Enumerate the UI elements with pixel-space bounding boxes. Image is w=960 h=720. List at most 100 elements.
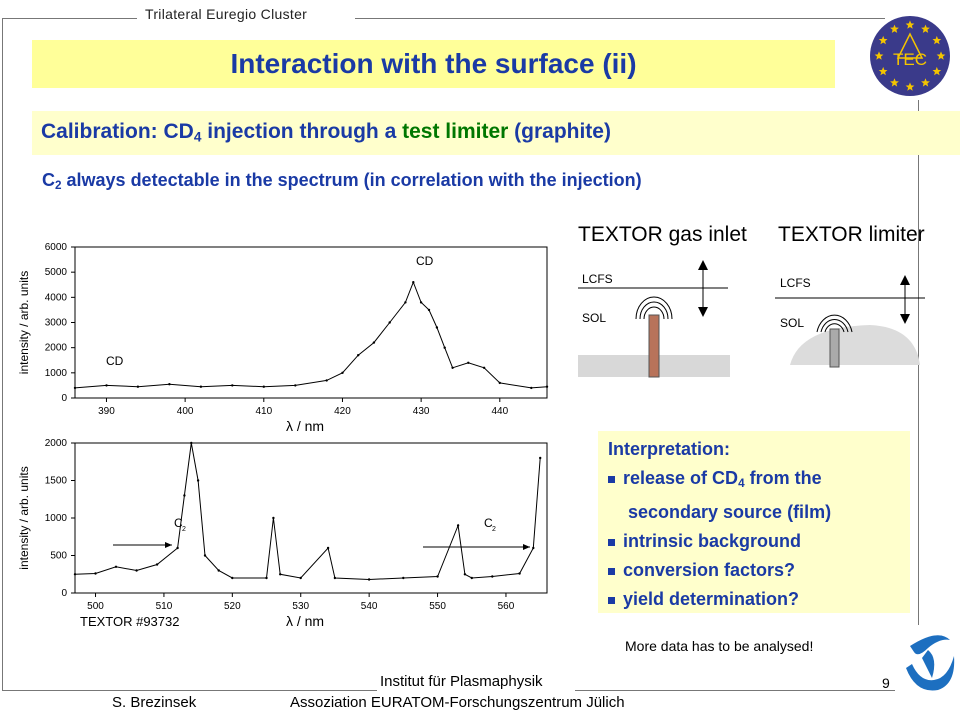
logo-star (890, 78, 899, 87)
title-bar: Interaction with the surface (ii) (32, 40, 835, 88)
y-tick-label: 6000 (45, 242, 68, 253)
fzj-logo-bottom (906, 656, 955, 691)
interpretation-list: release of CD4 from the secondary source… (608, 464, 831, 614)
x-tick-label: 550 (429, 601, 446, 612)
y-tick-label: 2000 (45, 343, 68, 354)
annotation-subscript: 2 (492, 526, 496, 533)
data-point (530, 386, 533, 390)
fzj-logo-middle (922, 650, 935, 678)
annotation-label: C (484, 516, 493, 530)
limiter-title: TEXTOR limiter (778, 223, 925, 246)
more-data-note: More data has to be analysed! (625, 638, 814, 654)
limiter-tube (829, 328, 840, 368)
annotation-subscript: 2 (182, 526, 186, 533)
subtitle-suffix: (graphite) (508, 120, 611, 143)
interpretation-box: Interpretation: release of CD4 from the … (598, 431, 910, 613)
frame-line-bottom-right (575, 690, 895, 691)
logo-triangle (896, 32, 924, 59)
data-point (73, 573, 77, 576)
logo-stars (874, 20, 946, 91)
y-tick-label: 1500 (45, 476, 68, 487)
annotation-arrowhead (523, 544, 530, 550)
fzj-logo (906, 635, 955, 691)
frame-line-bottom-left (2, 690, 377, 691)
y-tick-label: 2000 (45, 438, 68, 449)
data-point (155, 563, 159, 566)
gas-inlet-title: TEXTOR gas inlet (578, 223, 747, 246)
data-point (372, 341, 376, 344)
data-point (265, 576, 268, 580)
item1-suffix: from the (744, 468, 822, 488)
bullet-icon (608, 567, 615, 575)
data-point (217, 569, 220, 572)
logo-star (878, 66, 888, 76)
x-tick-label: 430 (413, 406, 430, 417)
interpretation-item-continuation: secondary source (film) (628, 501, 832, 522)
logo-star (905, 82, 915, 91)
item3: conversion factors? (623, 559, 796, 580)
gas-inlet-lcfs: LCFS (582, 272, 613, 286)
limiter-plume (816, 314, 853, 333)
interpretation-item: release of CD4 from the (608, 464, 831, 498)
subtitle: Calibration: CD4 injection through a tes… (41, 120, 611, 144)
frame-line-left (2, 18, 3, 690)
gas-inlet-sol: SOL (582, 311, 606, 325)
chart-frame (74, 246, 548, 399)
spectrum-line (74, 280, 548, 389)
logo-star (890, 24, 899, 33)
data-point (402, 576, 405, 580)
data-point (326, 546, 330, 550)
y-tick-label: 1000 (45, 368, 68, 379)
chart-frame (74, 442, 548, 594)
data-point (367, 578, 371, 581)
logo-star (932, 66, 942, 76)
logo-star (905, 20, 915, 29)
gas-inlet-plume (635, 296, 673, 320)
data-point (262, 385, 265, 388)
logo-text: TEC (893, 50, 927, 69)
data-point (190, 441, 193, 445)
data-point (419, 301, 423, 304)
annotation-label: CD (416, 254, 434, 268)
data-point (279, 573, 282, 576)
data-point (168, 383, 171, 386)
data-point (183, 494, 186, 497)
data-point (518, 572, 521, 575)
data-point (325, 379, 328, 382)
x-tick-label: 410 (255, 406, 272, 417)
y-tick-label: 5000 (45, 267, 68, 278)
data-point (203, 554, 207, 557)
interpretation-item: yield determination? (608, 585, 831, 614)
cluster-label: Trilateral Euregio Cluster (145, 6, 308, 22)
data-point (427, 308, 431, 312)
data-point (299, 576, 302, 580)
x-tick-label: 540 (361, 601, 378, 612)
data-point (231, 384, 234, 387)
data-point (199, 385, 203, 388)
observation-prefix: C (42, 170, 55, 190)
limiter-arrowhead-up (900, 275, 910, 285)
data-point (463, 573, 467, 576)
gas-inlet-arrowhead-down (698, 307, 708, 317)
y-axis-label: intensity / arb. units (17, 466, 31, 569)
data-point (482, 366, 486, 369)
data-point (545, 385, 549, 388)
data-point (436, 575, 439, 578)
observation-text: always detectable in the spectrum (in co… (61, 170, 642, 190)
data-point (435, 326, 439, 329)
data-point (176, 546, 179, 550)
logo-circle (870, 16, 950, 96)
data-point (388, 321, 391, 324)
x-tick-label: 560 (498, 601, 515, 612)
slide-title: Interaction with the surface (ii) (230, 48, 637, 79)
page-number: 9 (882, 675, 890, 691)
data-point (532, 546, 535, 550)
data-point (294, 384, 297, 387)
frame-line-top-right (355, 18, 885, 19)
item4: yield determination? (623, 588, 800, 609)
subtitle-sub: 4 (193, 129, 202, 145)
data-point (105, 384, 108, 387)
data-point (272, 516, 275, 520)
data-point (333, 576, 337, 580)
item1-sub: 4 (738, 476, 745, 490)
